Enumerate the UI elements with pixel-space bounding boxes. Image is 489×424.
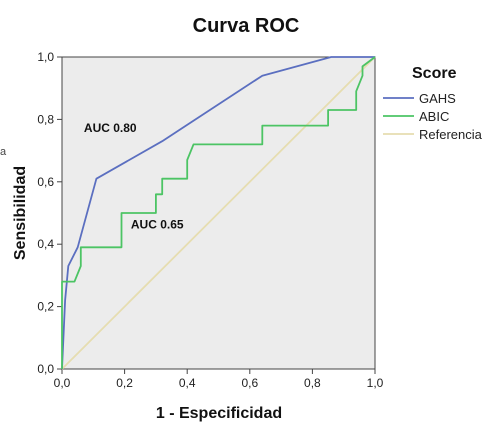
y-tick-label: 0,8 — [37, 112, 54, 126]
chart-title: Curva ROC — [193, 15, 300, 37]
x-axis-title: 1 - Especificidad — [156, 405, 282, 422]
y-tick-label: 0,6 — [37, 175, 54, 189]
x-tick-label: 1,0 — [367, 376, 384, 390]
x-tick-label: 0,0 — [54, 376, 71, 390]
series-line-referencia — [61, 56, 376, 370]
x-tick-label: 0,8 — [304, 376, 321, 390]
auc-label: AUC 0.80 — [84, 121, 137, 135]
x-tick-label: 0,2 — [116, 376, 133, 390]
x-axis-ticks: 0,0 0,2 0,4 0,6 0,8 1,0 — [54, 369, 384, 390]
y-tick-label: 0,4 — [37, 237, 54, 251]
stray-label: a — [0, 146, 7, 158]
legend-label-referencia: Referencia — [419, 127, 483, 142]
y-tick-label: 0,2 — [37, 300, 54, 314]
y-axis-ticks: 0,0 0,2 0,4 0,6 0,8 1,0 — [37, 50, 62, 376]
x-tick-label: 0,6 — [241, 376, 258, 390]
y-axis-title: Sensibilidad — [12, 166, 29, 260]
series-lines — [61, 56, 376, 370]
series-line-gahs — [61, 56, 375, 370]
y-tick-label: 1,0 — [37, 50, 54, 64]
legend-label-abic: ABIC — [419, 109, 449, 124]
auc-annotations: AUC 0.80 AUC 0.65 — [84, 121, 184, 232]
legend-label-gahs: GAHS — [419, 91, 456, 106]
legend: Score GAHS ABIC Referencia — [383, 65, 483, 142]
auc-label: AUC 0.65 — [131, 218, 184, 232]
y-tick-label: 0,0 — [37, 362, 54, 376]
series-line-abic — [61, 56, 376, 369]
x-tick-label: 0,4 — [179, 376, 196, 390]
legend-title: Score — [412, 65, 457, 82]
